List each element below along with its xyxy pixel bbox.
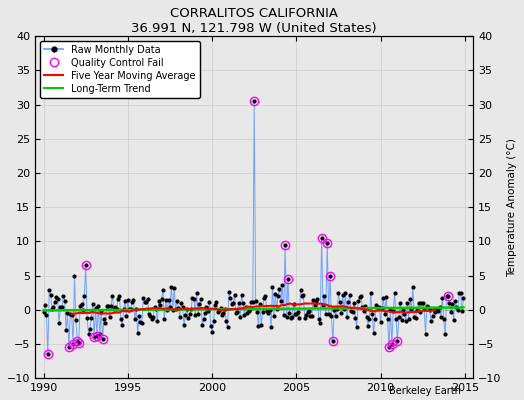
Legend: Raw Monthly Data, Quality Control Fail, Five Year Moving Average, Long-Term Tren: Raw Monthly Data, Quality Control Fail, … <box>40 41 200 98</box>
Title: CORRALITOS CALIFORNIA
36.991 N, 121.798 W (United States): CORRALITOS CALIFORNIA 36.991 N, 121.798 … <box>132 7 377 35</box>
Text: Berkeley Earth: Berkeley Earth <box>389 386 461 396</box>
Y-axis label: Temperature Anomaly (°C): Temperature Anomaly (°C) <box>507 138 517 276</box>
